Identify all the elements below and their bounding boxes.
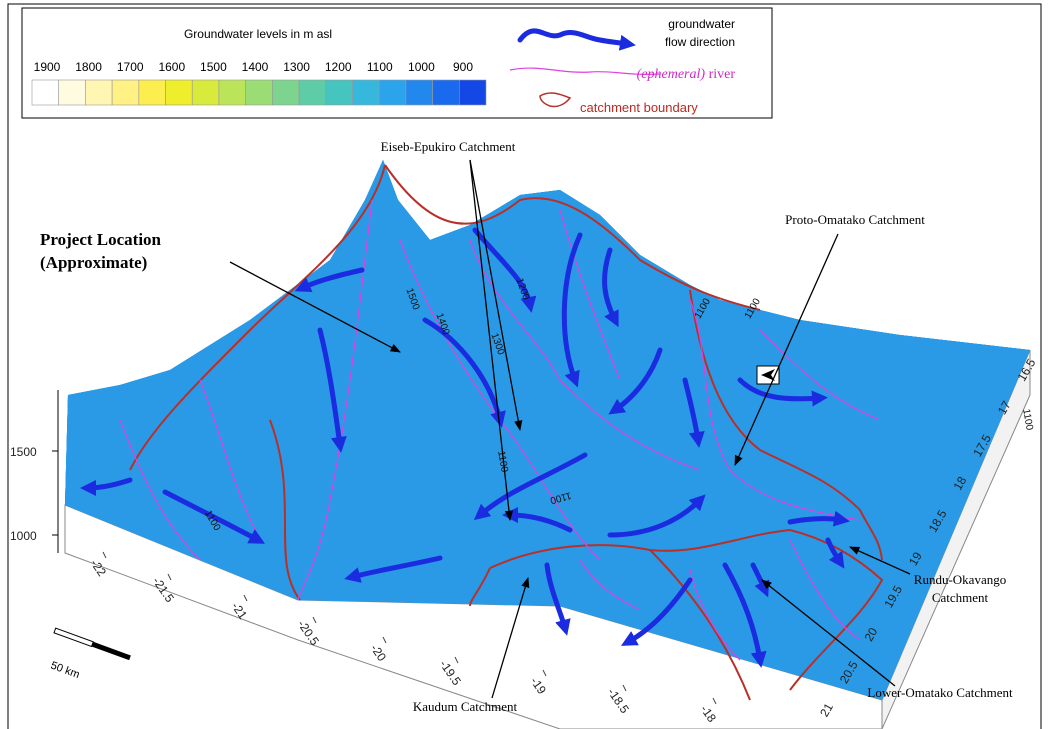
z-tick-label: 1500 [10, 445, 37, 459]
ramp-swatch [85, 80, 112, 105]
ramp-swatch [192, 80, 219, 105]
scale-label: 900 [453, 60, 473, 74]
ramp-swatch [379, 80, 406, 105]
ramp-swatch [299, 80, 326, 105]
ramp-swatch [352, 80, 379, 105]
ramp-swatch [32, 80, 59, 105]
contour-label: 1100 [1020, 408, 1035, 432]
annotation: Eiseb-Epukiro Catchment [381, 139, 516, 154]
legend-title: Groundwater levels in m asl [184, 27, 332, 41]
legend-river-italic: (ephemeral) [637, 67, 706, 82]
annotation: Project Location [40, 230, 162, 249]
ramp-swatch [326, 80, 353, 105]
map-figure: 50 km 1500 1000 -22-21.5-21-20.5-20-19.5… [0, 0, 1049, 729]
annotation: Rundu-Okavango [914, 572, 1006, 587]
ramp-swatch [219, 80, 246, 105]
ramp-swatch [59, 80, 86, 105]
ramp-swatch [112, 80, 139, 105]
scale-label: 1000 [408, 60, 435, 74]
ramp-swatch [272, 80, 299, 105]
legend-river-text: river [709, 67, 736, 82]
legend-flow-line2: flow direction [665, 35, 735, 49]
ramp-swatch [433, 80, 460, 105]
scale-bar [54, 628, 131, 660]
color-ramp: 1900 1800 1700 1600 1500 1400 1300 1200 1100 1000… [32, 60, 486, 105]
scale-label: 1800 [75, 60, 102, 74]
scale-label: 1200 [325, 60, 352, 74]
z-tick-label: 1000 [10, 529, 37, 543]
scale-label: 1100 [367, 60, 393, 74]
ramp-swatch [406, 80, 433, 105]
scale-label: 1300 [283, 60, 310, 74]
scale-label: 1900 [34, 60, 61, 74]
scale-label: 1700 [117, 60, 144, 74]
scale-label: 1400 [242, 60, 269, 74]
annotation: Proto-Omatako Catchment [785, 212, 925, 227]
legend-flow-line1: groundwater [668, 17, 735, 31]
legend-river: (ephemeral) river [637, 67, 736, 82]
legend: Groundwater levels in m asl 1900 1800 1700… [22, 8, 772, 118]
scale-label: 1600 [158, 60, 185, 74]
ramp-swatch [459, 80, 486, 105]
scale-bar-label: 50 km [49, 660, 81, 682]
annotation: Lower-Omatako Catchment [867, 685, 1013, 700]
ramp-swatch [246, 80, 273, 105]
ramp-swatch [139, 80, 166, 105]
annotation: Kaudum Catchment [413, 699, 518, 714]
annotation: (Approximate) [40, 253, 147, 272]
annotation: Catchment [932, 590, 989, 605]
legend-boundary: catchment boundary [580, 100, 698, 115]
ramp-swatch [166, 80, 193, 105]
scale-label: 1500 [200, 60, 227, 74]
z-axis [52, 390, 58, 553]
